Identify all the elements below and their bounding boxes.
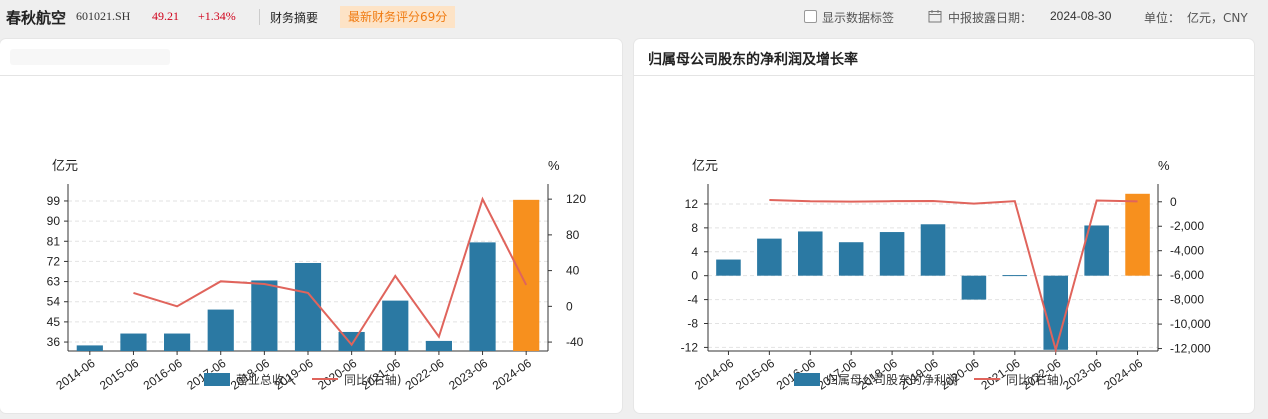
bar-2023-06 <box>469 242 496 351</box>
top-bar: 春秋航空 601021.SH 49.21 +1.34% 财务摘要 最新财务评分6… <box>0 0 1268 34</box>
disclosure-date-value: 2024-08-30 <box>1050 9 1112 23</box>
legend-bar-label: 营业总收入 <box>236 372 297 387</box>
panel-title: 归属母公司股东的净利润及增长率 <box>648 52 858 68</box>
x-tick-label: 2015-06 <box>97 356 141 393</box>
disclosure-date-label: 中报披露日期： <box>948 11 1033 25</box>
bar-2017-06 <box>207 309 234 351</box>
left-tick-label: -8 <box>687 317 698 331</box>
tab-financial-summary[interactable]: 财务摘要 <box>270 11 319 25</box>
bar-2014-06 <box>716 259 741 276</box>
show-data-labels-checkbox[interactable] <box>804 10 817 23</box>
bar-2015-06 <box>120 333 147 351</box>
unit-value: 亿元，CNY <box>1187 11 1248 25</box>
x-tick-label: 2015-06 <box>733 356 777 393</box>
left-unit-label: 亿元 <box>52 158 78 173</box>
bar-2018-06 <box>251 280 278 351</box>
yoy-line <box>769 198 1138 354</box>
right-tick-label: 0 <box>1170 195 1177 209</box>
stock-price: 49.21 <box>152 9 179 23</box>
bar-2016-06 <box>164 333 191 351</box>
x-tick-label: 2016-06 <box>141 356 185 393</box>
legend-line-swatch <box>974 378 1001 380</box>
legend-line-label: 同比(右轴) <box>1006 372 1064 387</box>
yoy-line <box>133 196 528 347</box>
net-profit-legend: 归属母公司股东的净利润 同比(右轴) <box>794 371 1063 387</box>
right-tick-label: 120 <box>566 192 586 206</box>
left-tick-label: 36 <box>47 335 61 349</box>
x-tick-label: 2024-06 <box>1101 356 1145 393</box>
panel-title-bar: 归属母公司股东的净利润及增长率 <box>634 39 1254 76</box>
right-unit-label: % <box>548 158 560 173</box>
bar-2022-06 <box>425 340 452 351</box>
legend-bar-swatch <box>794 372 820 386</box>
x-tick-label: 2023-06 <box>446 356 490 393</box>
right-tick-label: -12,000 <box>1170 342 1211 356</box>
x-tick-label: 2023-06 <box>1060 356 1104 393</box>
x-tick-label: 2014-06 <box>53 356 97 393</box>
legend-line-label: 同比(右轴) <box>344 372 402 387</box>
left-tick-label: 63 <box>47 275 61 289</box>
bar-2014-06 <box>76 345 103 351</box>
right-tick-label: -40 <box>566 335 584 349</box>
x-tick-label: 2022-06 <box>403 356 447 393</box>
left-tick-label: 45 <box>47 315 61 329</box>
divider <box>259 9 260 25</box>
right-tick-label: 40 <box>566 264 580 278</box>
left-tick-label: 4 <box>691 245 698 259</box>
left-tick-label: 90 <box>47 214 61 228</box>
bar-2015-06 <box>757 238 782 276</box>
left-tick-label: 72 <box>47 254 61 268</box>
bar-2021-06 <box>382 300 409 351</box>
bar-2018-06 <box>879 232 905 276</box>
bar-2019-06 <box>920 224 946 276</box>
price-change: +1.34% <box>198 9 236 23</box>
legend-bar-label: 归属母公司股东的净利润 <box>826 372 959 387</box>
legend-bar-swatch <box>204 372 230 386</box>
bar-2016-06 <box>798 231 823 276</box>
left-unit-label: 亿元 <box>692 158 718 173</box>
right-tick-label: -4,000 <box>1170 244 1204 258</box>
calendar-icon <box>928 10 942 23</box>
show-data-labels-label[interactable]: 显示数据标签 <box>822 11 895 25</box>
left-tick-label: 54 <box>47 295 61 309</box>
bar-2024-06 <box>513 199 540 351</box>
right-tick-label: 0 <box>566 299 573 313</box>
stock-name: 春秋航空 <box>6 9 67 27</box>
right-tick-label: -2,000 <box>1170 219 1204 233</box>
revenue-chart-panel: 36 45 54 63 72 81 90 99 -40 0 40 80 120 亿元% 2014-06 201… <box>0 39 622 413</box>
financial-score-badge[interactable]: 最新财务评分69分 <box>340 6 456 28</box>
bar-2022-06 <box>1043 275 1068 350</box>
x-tick-label: 2024-06 <box>490 356 534 393</box>
net-profit-chart-panel: 归属母公司股东的净利润及增长率 -12 -8 -4 0 4 8 12 -12,000 -10,0… <box>634 39 1254 413</box>
panel-title-placeholder <box>10 49 170 65</box>
right-tick-label: -8,000 <box>1170 293 1204 307</box>
x-tick-label: 2014-06 <box>692 356 736 393</box>
panel-title-bar <box>0 39 622 76</box>
bar-2020-06 <box>961 275 987 300</box>
left-tick-label: 8 <box>691 221 698 235</box>
bar-2019-06 <box>294 262 322 351</box>
net-profit-chart: -12 -8 -4 0 4 8 12 -12,000 -10,000 -8,000 -6,000 -4… <box>681 158 1211 393</box>
left-tick-label: -4 <box>687 293 698 307</box>
left-tick-label: 81 <box>47 234 61 248</box>
bar-2024-06 <box>1125 193 1150 276</box>
right-unit-label: % <box>1158 158 1170 173</box>
legend-line-swatch <box>312 378 339 380</box>
bar-2017-06 <box>838 242 864 276</box>
right-tick-label: 80 <box>566 228 580 242</box>
right-tick-label: -10,000 <box>1170 317 1211 331</box>
left-tick-label: 12 <box>685 197 699 211</box>
left-tick-label: -12 <box>681 340 699 354</box>
left-tick-label: 99 <box>47 194 61 208</box>
left-tick-label: 0 <box>691 269 698 283</box>
bar-2021-06 <box>1002 275 1028 277</box>
right-tick-label: -6,000 <box>1170 268 1204 282</box>
stock-code: 601021.SH <box>76 9 131 23</box>
revenue-legend: 营业总收入 同比(右轴) <box>204 371 401 387</box>
unit-label: 单位： <box>1144 11 1181 25</box>
